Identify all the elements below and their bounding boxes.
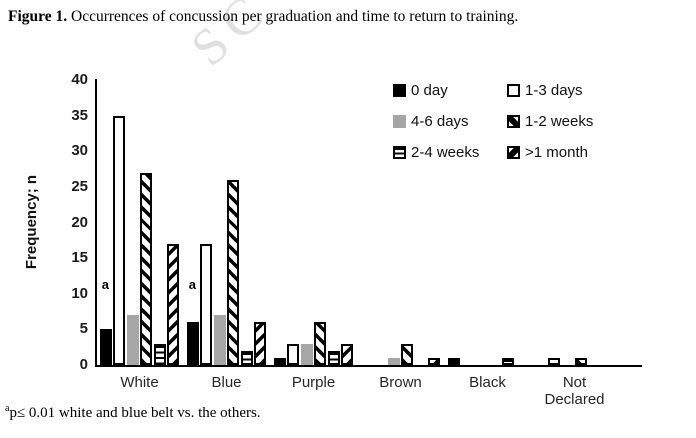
bar-group-purple — [270, 322, 357, 365]
legend-swatch-2-4-weeks-icon — [393, 146, 406, 159]
y-tick-label: 15 — [71, 249, 88, 267]
legend-label: 4-6 days — [411, 113, 469, 130]
y-tick-label: 20 — [71, 213, 88, 231]
y-tick-label: 25 — [71, 177, 88, 195]
y-tick-label: 10 — [71, 284, 88, 302]
bar-1-2-weeks-not-declared — [575, 358, 588, 365]
y-axis-title: Frequency; n — [23, 174, 40, 270]
significance-annotation: a — [188, 277, 196, 293]
bar-1-3-days-blue — [200, 244, 213, 365]
bar-4-6-days-brown — [387, 358, 400, 365]
bar-1-3-days-not-declared — [548, 358, 561, 365]
bar-1-2-weeks-white — [140, 173, 153, 365]
legend-swatch-1-3-days-icon — [507, 84, 520, 97]
legend-swatch-4-6-days-icon — [393, 115, 406, 128]
bar-4-6-days-purple — [300, 344, 313, 365]
bar-2-4-weeks-purple — [327, 351, 340, 365]
legend-item-4-6-days: 4-6 days — [393, 113, 505, 130]
legend-item-gt-1-month: >1 month — [507, 144, 593, 161]
bar-1-3-days-white — [113, 116, 126, 365]
y-tick-label: 0 — [79, 356, 88, 373]
bar-1-2-weeks-blue — [227, 180, 240, 365]
bar-2-4-weeks-blue — [240, 351, 253, 365]
y-tick-label: 40 — [71, 71, 88, 88]
significance-annotation: a — [101, 277, 109, 293]
bar-0-day-purple — [273, 358, 286, 365]
bar-4-6-days-white — [126, 315, 139, 365]
bar-group-not-declared — [531, 358, 618, 365]
bar->1-month-blue — [254, 322, 267, 365]
legend-swatch-0-day-icon — [393, 84, 406, 97]
y-tick-label: 35 — [71, 106, 88, 124]
x-category-label: Not Declared — [544, 374, 605, 408]
plot-area — [95, 79, 642, 367]
x-category-label: Blue — [211, 374, 242, 391]
bar-4-6-days-blue — [213, 315, 226, 365]
y-tick-label: 5 — [79, 320, 88, 338]
bar-2-4-weeks-black — [501, 358, 514, 365]
bar-1-2-weeks-brown — [401, 344, 414, 365]
footnote: ap≤ 0.01 white and blue belt vs. the oth… — [5, 403, 261, 422]
legend-label: >1 month — [525, 144, 588, 161]
bar-group-brown — [357, 344, 444, 365]
bar-1-2-weeks-purple — [314, 322, 327, 365]
legend-swatch-gt-1-month-icon — [507, 146, 520, 159]
figure-caption-prefix: Figure 1. — [8, 8, 68, 25]
bar-2-4-weeks-white — [153, 344, 166, 365]
bar->1-month-brown — [428, 358, 441, 365]
legend-label: 2-4 weeks — [411, 144, 480, 161]
figure-caption: Figure 1. Occurrences of concussion per … — [8, 8, 668, 26]
x-category-label: Black — [469, 374, 506, 391]
legend-item-1-3-days: 1-3 days — [507, 82, 593, 99]
bar->1-month-purple — [341, 344, 354, 365]
x-category-label: Purple — [291, 374, 336, 391]
x-category-label: White — [120, 374, 159, 391]
bar-group-black — [444, 358, 531, 365]
legend-label: 1-2 weeks — [525, 113, 594, 130]
legend: 0 day 1-3 days 4-6 days 1-2 weeks 2-4 we… — [393, 82, 593, 161]
figure-caption-text: Occurrences of concussion per graduation… — [67, 8, 519, 25]
legend-item-1-2-weeks: 1-2 weeks — [507, 113, 593, 130]
legend-item-2-4-weeks: 2-4 weeks — [393, 144, 505, 161]
legend-item-0-day: 0 day — [393, 82, 505, 99]
y-tick-label: 30 — [71, 142, 88, 160]
footnote-sup: a — [5, 403, 10, 414]
footnote-text: p≤ 0.01 white and blue belt vs. the othe… — [9, 405, 261, 421]
bar-group-blue — [183, 180, 270, 365]
bar-0-day-blue — [186, 322, 199, 365]
legend-label: 0 day — [411, 82, 448, 99]
bar-0-day-white — [99, 329, 112, 365]
legend-swatch-1-2-weeks-icon — [507, 115, 520, 128]
bar-group-white — [96, 116, 183, 365]
bar-0-day-black — [447, 358, 460, 365]
legend-label: 1-3 days — [525, 82, 583, 99]
x-category-label: Brown — [379, 374, 422, 391]
bar-1-3-days-purple — [287, 344, 300, 365]
bar->1-month-white — [167, 244, 180, 365]
